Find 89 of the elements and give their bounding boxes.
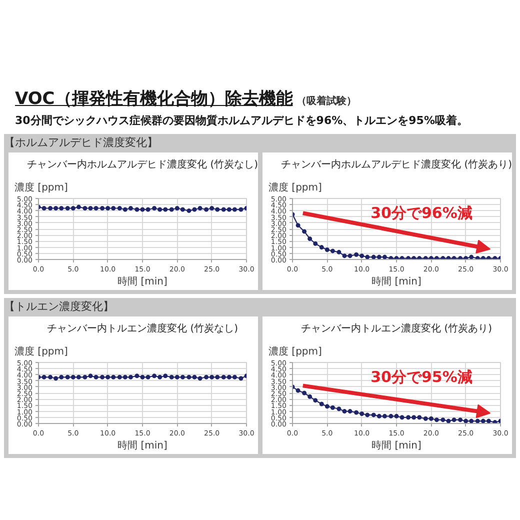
point bbox=[360, 411, 364, 416]
point bbox=[296, 223, 300, 228]
point bbox=[324, 247, 330, 252]
point bbox=[302, 229, 307, 234]
point bbox=[469, 254, 474, 260]
point bbox=[480, 418, 486, 424]
chart-title: チャンバー内トルエン濃度変化 (竹炭あり) bbox=[301, 322, 492, 334]
point bbox=[486, 418, 491, 424]
annotation: 30分で95%減 bbox=[370, 368, 472, 386]
point bbox=[480, 256, 486, 260]
point bbox=[296, 388, 300, 393]
chart-title: チャンバー内ホルムアルデヒド濃度変化 (竹炭なし) bbox=[27, 158, 258, 170]
point bbox=[394, 256, 399, 260]
point bbox=[382, 414, 387, 418]
point bbox=[492, 420, 498, 424]
point bbox=[486, 256, 491, 260]
point bbox=[423, 256, 428, 260]
point bbox=[406, 415, 411, 420]
point bbox=[313, 241, 318, 246]
point bbox=[492, 256, 498, 260]
point bbox=[319, 402, 324, 406]
text: VOC（揮発性有機化合物）除去機能 bbox=[15, 89, 293, 109]
y-axis-title: 濃度 [ppm] bbox=[268, 182, 322, 194]
point bbox=[469, 418, 474, 424]
point bbox=[417, 415, 422, 420]
point bbox=[423, 416, 428, 421]
point bbox=[342, 254, 347, 258]
point bbox=[388, 414, 394, 418]
x-axis-title: 時間 [min] bbox=[118, 276, 168, 288]
point bbox=[342, 409, 347, 414]
chart-title: チャンバー内トルエン濃度変化 (竹炭なし) bbox=[47, 322, 238, 334]
point bbox=[348, 409, 352, 414]
point bbox=[394, 414, 399, 418]
point bbox=[360, 254, 364, 258]
point bbox=[412, 415, 416, 420]
text: 【トルエン濃度変化】 bbox=[4, 299, 114, 315]
annotation: 30分で96%減 bbox=[370, 204, 472, 222]
point bbox=[412, 256, 416, 260]
point bbox=[371, 412, 376, 418]
text: 30分間でシックハウス症候群の要因物質ホルムアルデヒドを96%、トルエンを95%吸着。 bbox=[15, 113, 468, 129]
point bbox=[388, 256, 394, 260]
y-axis-title: 濃度 [ppm] bbox=[14, 182, 68, 194]
point bbox=[417, 256, 422, 260]
x-axis-title: 時間 [min] bbox=[372, 440, 422, 452]
point bbox=[446, 256, 451, 260]
x-axis-title: 時間 [min] bbox=[372, 276, 422, 288]
point bbox=[330, 405, 335, 410]
point bbox=[313, 398, 318, 403]
point bbox=[308, 394, 312, 399]
point bbox=[446, 418, 451, 424]
point bbox=[376, 414, 382, 418]
point bbox=[348, 254, 352, 258]
point bbox=[452, 418, 456, 422]
x-axis-title: 時間 [min] bbox=[118, 440, 168, 452]
point bbox=[464, 256, 468, 260]
point bbox=[354, 252, 359, 257]
point bbox=[365, 254, 370, 260]
point bbox=[428, 416, 434, 421]
point bbox=[400, 415, 404, 420]
point bbox=[365, 412, 370, 418]
point bbox=[458, 256, 463, 260]
point bbox=[464, 418, 468, 424]
point bbox=[354, 410, 359, 415]
point bbox=[428, 256, 434, 260]
point bbox=[302, 390, 307, 396]
point bbox=[371, 254, 376, 260]
point bbox=[440, 418, 446, 422]
text: 【ホルムアルデヒド濃度変化】 bbox=[4, 135, 158, 151]
y-axis-title: 濃度 [ppm] bbox=[14, 346, 68, 358]
point bbox=[434, 418, 439, 422]
point bbox=[319, 245, 324, 250]
point bbox=[330, 248, 335, 254]
y-axis-title: 濃度 [ppm] bbox=[268, 346, 322, 358]
point bbox=[458, 418, 463, 422]
point bbox=[434, 256, 439, 260]
point bbox=[324, 404, 330, 409]
point bbox=[382, 254, 387, 260]
point bbox=[452, 256, 456, 260]
text: （吸着試験） bbox=[296, 96, 357, 107]
point bbox=[376, 254, 382, 260]
point bbox=[440, 256, 446, 260]
chart-title: チャンバー内ホルムアルデヒド濃度変化 (竹炭あり) bbox=[281, 158, 512, 170]
point bbox=[475, 418, 480, 424]
point bbox=[308, 236, 312, 242]
point bbox=[475, 256, 480, 260]
point bbox=[336, 250, 342, 254]
point bbox=[336, 406, 342, 412]
point bbox=[406, 256, 411, 260]
point bbox=[400, 256, 404, 260]
